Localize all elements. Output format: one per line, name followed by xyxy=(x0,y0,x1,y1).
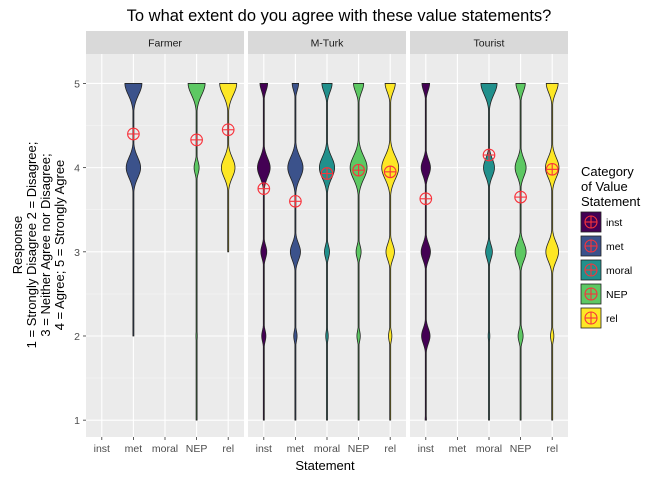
x-tick-label: rel xyxy=(384,443,396,455)
x-tick-label: moral xyxy=(152,443,178,455)
y-tick-label: 5 xyxy=(74,78,80,90)
facet-strip xyxy=(248,31,406,54)
violin-NEP xyxy=(187,83,206,421)
legend-title-line: of Value xyxy=(581,179,628,194)
violin-inst xyxy=(420,83,431,421)
mean-marker-NEP xyxy=(190,133,203,147)
violin-moral xyxy=(480,83,498,421)
mean-marker-rel xyxy=(383,165,397,179)
y-axis-title-line: 3 = Neither Agree nor Disagree; xyxy=(38,153,53,336)
mean-marker-inst xyxy=(257,182,271,196)
facet-strip-label: M-Turk xyxy=(311,38,345,50)
legend-label: inst xyxy=(606,217,622,229)
x-tick-label: inst xyxy=(94,443,110,455)
mean-marker-moral xyxy=(482,148,496,162)
mean-marker-NEP xyxy=(352,163,365,177)
y-axis-title-line: 1 = Strongly Disagree 2 = Disagree; xyxy=(24,142,39,349)
y-axis-title-line: Response xyxy=(10,216,25,275)
violin-NEP xyxy=(349,83,368,421)
violin-inst xyxy=(257,83,271,421)
legend-label: NEP xyxy=(606,289,628,301)
facet-strip-label: Tourist xyxy=(474,38,505,50)
facet-strip-label: Farmer xyxy=(148,38,182,50)
x-tick-label: NEP xyxy=(186,443,208,455)
legend-key-inst: inst xyxy=(580,211,622,233)
y-tick-label: 1 xyxy=(74,415,80,427)
violin-rel xyxy=(544,83,560,421)
facet-panel-mturk: M-Turk inst met moral NEP rel xyxy=(248,31,406,455)
x-tick-label: inst xyxy=(256,443,272,455)
x-tick-label: NEP xyxy=(348,443,370,455)
mean-marker-met xyxy=(289,194,302,208)
legend-key-met: met xyxy=(580,235,624,257)
facet-panel-tourist: Tourist inst met moral NEP rel xyxy=(410,31,568,455)
x-tick-label: moral xyxy=(476,443,502,455)
x-tick-label: met xyxy=(449,443,467,455)
chart-title: To what extent do you agree with these v… xyxy=(127,7,552,25)
legend-title-line: Statement xyxy=(581,194,641,209)
x-tick-label: rel xyxy=(222,443,234,455)
x-tick-label: rel xyxy=(546,443,558,455)
y-axis-title: Response 1 = Strongly Disagree 2 = Disag… xyxy=(10,142,67,349)
facet-strip xyxy=(410,31,568,54)
x-tick-label: met xyxy=(125,443,143,455)
violin-rel xyxy=(219,83,238,253)
mean-marker-NEP xyxy=(514,190,527,204)
x-axis-title: Statement xyxy=(295,458,355,473)
legend-label: moral xyxy=(606,265,632,277)
legend-label: rel xyxy=(606,313,618,325)
x-tick-label: NEP xyxy=(510,443,532,455)
mean-marker-rel xyxy=(545,162,559,176)
violin-NEP xyxy=(514,83,527,421)
mean-marker-inst xyxy=(419,192,433,206)
facet-panels: Farmer inst met moral NEP rel 1 2 3 4 5 M-Turk inst m… xyxy=(74,31,568,455)
x-tick-label: met xyxy=(287,443,305,455)
legend-key-rel: rel xyxy=(580,307,618,329)
y-axis-title-line: 4 = Agree; 5 = Strongly Agree xyxy=(52,160,67,331)
violin-met xyxy=(287,83,304,421)
facet-panel-farmer: Farmer inst met moral NEP rel 1 2 3 4 5 xyxy=(74,31,244,455)
mean-marker-moral xyxy=(320,167,334,180)
mean-marker-rel xyxy=(221,123,235,137)
y-tick-label: 2 xyxy=(74,331,80,343)
y-tick-label: 3 xyxy=(74,247,80,259)
violin-moral xyxy=(318,83,336,421)
mean-marker-met xyxy=(127,127,140,141)
legend-label: met xyxy=(606,241,624,253)
legend-title-line: Category xyxy=(581,164,634,179)
facet-strip xyxy=(86,31,244,54)
legend-key-nep: NEP xyxy=(580,283,628,305)
y-tick-label: 4 xyxy=(74,163,80,175)
legend-key-moral: moral xyxy=(580,259,632,281)
legend: Category of Value Statement inst met moral… xyxy=(580,164,641,329)
x-tick-label: moral xyxy=(314,443,340,455)
x-tick-label: inst xyxy=(418,443,434,455)
violin-met xyxy=(124,83,143,337)
